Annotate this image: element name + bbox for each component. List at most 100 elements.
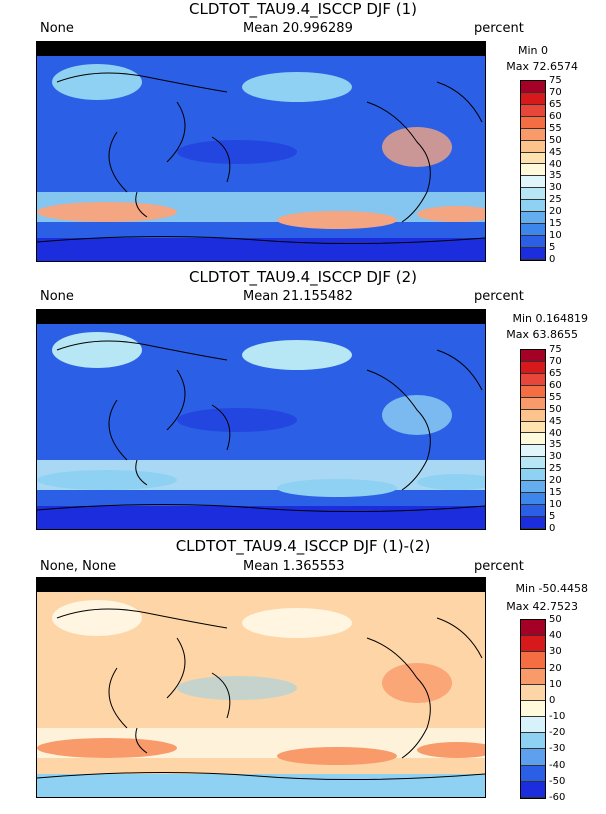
colorbar-swatch <box>521 749 545 765</box>
colorbar-swatch <box>521 766 545 782</box>
colorbar-tick-label: 10 <box>549 231 562 241</box>
colorbar-tick-label: 5 <box>549 512 555 522</box>
colorbar-swatch <box>521 362 545 374</box>
colorbar-tick-label: 30 <box>549 647 562 657</box>
colorbar-swatch <box>521 398 545 410</box>
units-label: percent <box>474 559 524 574</box>
colorbar-swatch <box>521 685 545 701</box>
colorbar-tick-label: 70 <box>549 357 562 367</box>
colorbar-tick-label: 30 <box>549 452 562 462</box>
colorbar-swatch <box>521 350 545 362</box>
left-label: None <box>40 289 74 304</box>
colorbar-swatch <box>521 224 545 236</box>
min-label: Min -50.4458 <box>516 582 588 595</box>
colorbar-swatch <box>521 517 545 529</box>
colorbar-swatch <box>521 636 545 652</box>
colorbar-tick-label: 40 <box>549 429 562 439</box>
mean-label: Mean 21.155482 <box>243 289 353 304</box>
panel-title: CLDTOT_TAU9.4_ISCCP DJF (2) <box>0 268 606 286</box>
colorbar-tick-label: -30 <box>549 744 565 754</box>
colorbar-swatch <box>521 410 545 422</box>
colorbar-swatch <box>521 433 545 445</box>
colorbar-tick-label: 20 <box>549 476 562 486</box>
colorbar-swatch <box>521 620 545 636</box>
colorbar-tick-label: 65 <box>549 100 562 110</box>
colorbar-swatch <box>521 669 545 685</box>
colorbar-tick-label: 30 <box>549 183 562 193</box>
mean-label: Mean 1.365553 <box>243 559 345 574</box>
colorbar-tick-label: 15 <box>549 488 562 498</box>
colorbar-swatch <box>521 782 545 798</box>
colorbar-swatch <box>521 652 545 668</box>
map-plot <box>36 41 486 262</box>
colorbar-tick-label: 75 <box>549 76 562 86</box>
colorbar-swatch <box>521 422 545 434</box>
colorbar-swatch <box>521 141 545 153</box>
colorbar-tick-label: -20 <box>549 728 565 738</box>
colorbar-swatch <box>521 701 545 717</box>
colorbar-tick-label: -40 <box>549 761 565 771</box>
colorbar-tick-label: 15 <box>549 219 562 229</box>
colorbar-tick-label: 70 <box>549 88 562 98</box>
map-plot <box>36 577 486 798</box>
colorbar-tick-label: 50 <box>549 615 562 625</box>
colorbar-tick-label: 20 <box>549 664 562 674</box>
left-label: None, None <box>40 559 116 574</box>
colorbar-swatch <box>521 248 545 260</box>
colorbar-tick-label: 10 <box>549 680 562 690</box>
colorbar-tick-label: 25 <box>549 195 562 205</box>
mean-label: Mean 20.996289 <box>243 21 353 36</box>
colorbar-tick-label: 0 <box>549 255 555 265</box>
colorbar-swatch <box>521 236 545 248</box>
colorbar <box>520 349 546 530</box>
colorbar-swatch <box>521 164 545 176</box>
colorbar-swatch <box>521 200 545 212</box>
colorbar-tick-label: 45 <box>549 148 562 158</box>
colorbar-swatch <box>521 105 545 117</box>
map-field <box>37 42 485 261</box>
colorbar-tick-label: 20 <box>549 207 562 217</box>
colorbar-swatch <box>521 93 545 105</box>
colorbar-tick-label: -60 <box>549 793 565 803</box>
panel-title: CLDTOT_TAU9.4_ISCCP DJF (1)-(2) <box>0 537 606 555</box>
colorbar-swatch <box>521 117 545 129</box>
colorbar <box>520 80 546 261</box>
colorbar-swatch <box>521 481 545 493</box>
colorbar-tick-label: 25 <box>549 464 562 474</box>
colorbar-tick-label: 60 <box>549 112 562 122</box>
colorbar-swatch <box>521 386 545 398</box>
colorbar-tick-label: 35 <box>549 440 562 450</box>
colorbar-swatch <box>521 469 545 481</box>
colorbar-tick-label: 65 <box>549 369 562 379</box>
left-label: None <box>40 21 74 36</box>
min-label: Min 0.164819 <box>512 312 588 325</box>
colorbar-tick-label: 5 <box>549 243 555 253</box>
colorbar-swatch <box>521 493 545 505</box>
colorbar-tick-label: -50 <box>549 777 565 787</box>
map-plot <box>36 309 486 530</box>
colorbar-tick-label: 40 <box>549 631 562 641</box>
colorbar-tick-label: 75 <box>549 345 562 355</box>
colorbar-swatch <box>521 153 545 165</box>
colorbar-tick-label: 55 <box>549 393 562 403</box>
panel-title: CLDTOT_TAU9.4_ISCCP DJF (1) <box>0 0 606 18</box>
colorbar-tick-label: 55 <box>549 124 562 134</box>
colorbar-tick-label: 40 <box>549 160 562 170</box>
colorbar-swatch <box>521 81 545 93</box>
colorbar-swatch <box>521 505 545 517</box>
colorbar-tick-label: 35 <box>549 171 562 181</box>
colorbar-tick-label: 45 <box>549 417 562 427</box>
colorbar <box>520 619 546 799</box>
map-field <box>37 578 485 797</box>
colorbar-swatch <box>521 717 545 733</box>
colorbar-tick-label: 10 <box>549 500 562 510</box>
units-label: percent <box>474 289 524 304</box>
colorbar-tick-label: 50 <box>549 136 562 146</box>
colorbar-swatch <box>521 445 545 457</box>
min-label: Min 0 <box>518 44 548 57</box>
colorbar-swatch <box>521 129 545 141</box>
max-label: Max 72.6574 <box>506 60 578 73</box>
max-label: Max 42.7523 <box>506 600 578 613</box>
units-label: percent <box>474 21 524 36</box>
colorbar-tick-label: 60 <box>549 381 562 391</box>
